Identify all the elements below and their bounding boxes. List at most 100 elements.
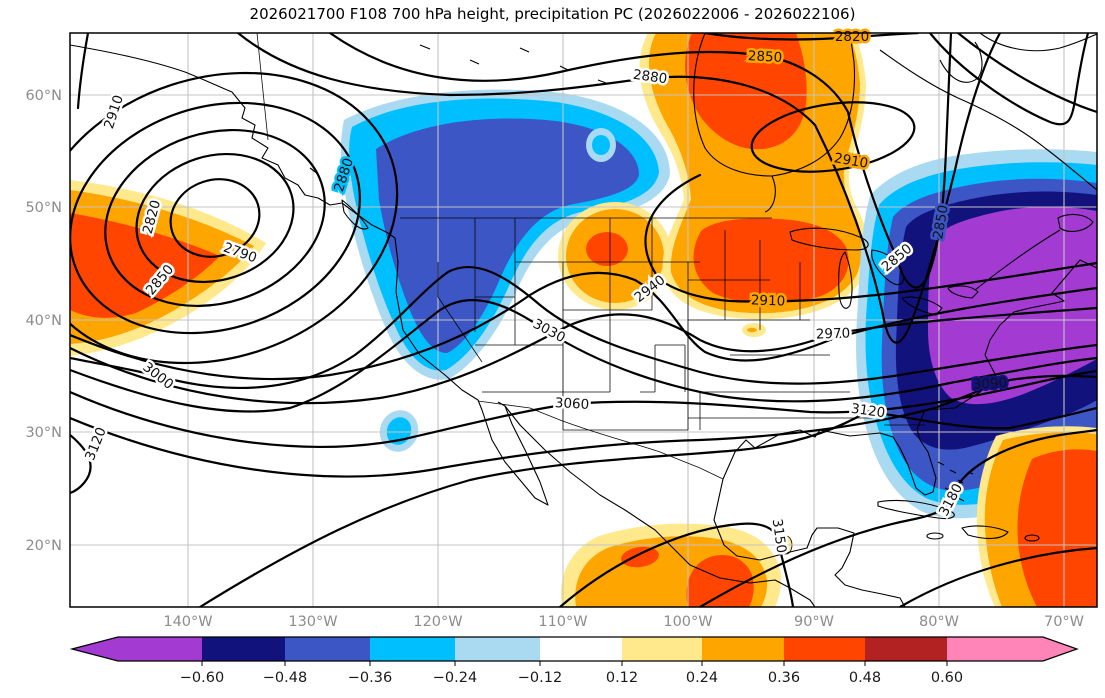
baffin-coast xyxy=(979,33,1097,52)
lon-tick-label: 100°W xyxy=(663,614,712,630)
st-lawrence xyxy=(974,229,1061,291)
lake-huron xyxy=(871,249,904,286)
hispaniola xyxy=(961,525,1009,539)
colorbar-tick-label: −0.24 xyxy=(433,670,477,686)
contour-2910-lakes-low xyxy=(750,101,916,173)
contour-3030 xyxy=(70,298,1097,413)
mexico-pacific-coast xyxy=(504,405,816,607)
contour-3180 xyxy=(698,428,1097,607)
lon-tick-label: 110°W xyxy=(538,614,587,630)
contour-2790 xyxy=(169,178,261,258)
contour-label: 2820 xyxy=(835,29,869,45)
contour-2970 xyxy=(70,306,1097,405)
arctic-coast xyxy=(70,44,233,93)
contour-3090 xyxy=(70,374,1097,478)
colorbar-cell-white xyxy=(540,637,622,661)
newfoundland xyxy=(1057,213,1094,232)
colorbar-tick-label: 0.48 xyxy=(849,670,881,686)
contour-label: 2910 xyxy=(751,292,786,309)
puerto-rico xyxy=(1024,534,1040,542)
colorbar-tick-label: −0.36 xyxy=(348,670,392,686)
labrador-coast xyxy=(879,49,1097,191)
coastline-layer xyxy=(70,33,1097,607)
shaded-anomaly-layer xyxy=(70,33,1097,607)
lon-tick-label: 140°W xyxy=(163,614,212,630)
contour-ne-corner xyxy=(928,33,1090,126)
colorbar-tick-label: −0.60 xyxy=(180,670,224,686)
lat-tick-label: 20°N xyxy=(25,538,62,554)
contour-2940 xyxy=(70,271,1097,381)
colorbar-cell-navy xyxy=(202,637,285,661)
contour-2910 xyxy=(70,71,399,365)
colorbar-cell-royal xyxy=(285,637,370,661)
lon-tick-label: 120°W xyxy=(413,614,462,630)
colorbar: −0.60 −0.48 −0.36 −0.24 −0.12 0.12 0.24 0.36 0.4… xyxy=(69,636,1079,686)
contour-fragment-nw xyxy=(76,33,90,110)
contour-3060 xyxy=(70,369,1097,448)
contour-2820 xyxy=(135,152,295,284)
lon-tick-label: 80°W xyxy=(919,614,959,630)
contour-2910-east xyxy=(644,173,1097,303)
contour-label: 3090 xyxy=(972,375,1007,393)
vancouver-island xyxy=(341,199,369,230)
contour-3120-west xyxy=(70,433,92,495)
lake-superior xyxy=(789,227,869,251)
colorbar-tick-label: −0.48 xyxy=(263,670,307,686)
contour-ne-corner2 xyxy=(956,33,1097,114)
contour-3120-east xyxy=(198,406,1097,607)
contour-label: 3120 xyxy=(82,425,110,463)
contour-2880-north xyxy=(236,33,1002,344)
colorbar-cell-darkred xyxy=(865,637,947,661)
lat-tick-label: 30°N xyxy=(25,425,62,441)
cuba xyxy=(877,499,955,520)
colorbar-cell-yellow xyxy=(622,637,702,661)
contour-label: 2970 xyxy=(816,325,851,342)
gulf-atlantic-coast xyxy=(713,259,1097,607)
lat-tick-label: 60°N xyxy=(25,88,62,104)
contour-3000 xyxy=(70,265,1097,390)
lon-tick-label: 90°W xyxy=(794,614,834,630)
axis-label-layer: 60°N 50°N 40°N 30°N 20°N 140°W 130°W 120°W 110°W… xyxy=(25,88,1084,630)
contour-label: 2910 xyxy=(101,93,127,131)
lake-erie xyxy=(901,296,943,316)
arctic-islands xyxy=(309,44,607,175)
colorbar-tick-label: 0.60 xyxy=(931,670,963,686)
colorbar-tick-label: 0.12 xyxy=(606,670,638,686)
page-title: 2026021700 F108 700 hPa height, precipit… xyxy=(249,5,856,23)
colorbar-tick-label: 0.24 xyxy=(686,670,718,686)
alaska-panhandle-coast xyxy=(231,91,343,206)
contour-2850 xyxy=(104,128,326,308)
west-coast xyxy=(341,202,479,401)
colorbar-cell-cyan xyxy=(370,637,455,661)
contour-layer xyxy=(70,33,1097,607)
contour-3150 xyxy=(558,522,795,607)
colorbar-tick-label: 0.36 xyxy=(768,670,800,686)
hudson-bay-west-shore xyxy=(693,33,776,213)
contour-label: 3060 xyxy=(554,395,589,413)
baja-coast xyxy=(477,399,549,506)
colorbar-cell-light xyxy=(455,637,540,661)
contour-3210 xyxy=(898,546,1097,607)
lon-tick-label: 70°W xyxy=(1044,614,1084,630)
contour-label: 3150 xyxy=(769,518,790,554)
contour-2880 xyxy=(70,101,361,335)
contour-2820-top xyxy=(703,33,920,41)
lake-ontario xyxy=(947,285,979,299)
colorbar-cell-redorange xyxy=(784,637,865,661)
lat-tick-label: 50°N xyxy=(25,200,62,216)
colorbar-tick-label: −0.12 xyxy=(518,670,562,686)
lat-tick-label: 40°N xyxy=(25,313,62,329)
lon-tick-label: 130°W xyxy=(288,614,337,630)
colorbar-cell-purple xyxy=(72,637,202,661)
jamaica xyxy=(926,532,944,540)
colorbar-outline xyxy=(69,636,1079,662)
contour-2850-north xyxy=(328,33,953,289)
contour-label: 2850 xyxy=(747,48,782,66)
colorbar-cell-pink xyxy=(947,637,1077,661)
map-frame xyxy=(69,32,1098,608)
contour-label: 2880 xyxy=(632,67,668,88)
lake-michigan xyxy=(838,251,853,309)
colorbar-cell-orange xyxy=(702,637,784,661)
